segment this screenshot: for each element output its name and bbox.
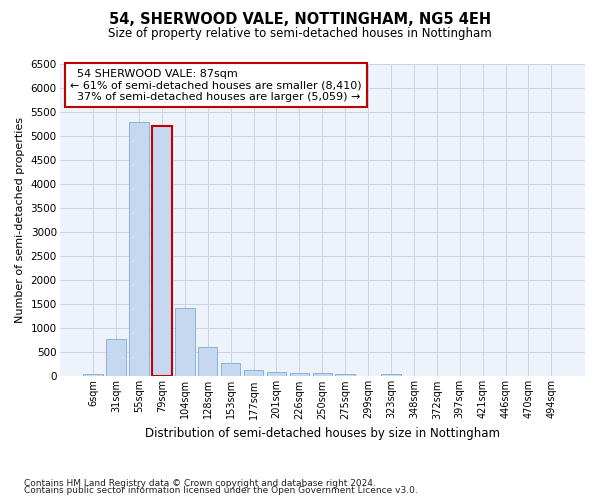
Text: Contains HM Land Registry data © Crown copyright and database right 2024.: Contains HM Land Registry data © Crown c…: [24, 478, 376, 488]
Bar: [267, 372, 286, 376]
Text: Size of property relative to semi-detached houses in Nottingham: Size of property relative to semi-detach…: [108, 28, 492, 40]
Bar: [290, 372, 309, 376]
Bar: [313, 373, 332, 376]
Text: Contains public sector information licensed under the Open Government Licence v3: Contains public sector information licen…: [24, 486, 418, 495]
Bar: [175, 308, 194, 376]
Text: 54 SHERWOOD VALE: 87sqm
← 61% of semi-detached houses are smaller (8,410)
  37% : 54 SHERWOOD VALE: 87sqm ← 61% of semi-de…: [70, 68, 362, 102]
Bar: [106, 339, 126, 376]
Bar: [381, 374, 401, 376]
Bar: [152, 126, 172, 376]
Bar: [83, 374, 103, 376]
Bar: [244, 370, 263, 376]
Bar: [221, 364, 241, 376]
Bar: [198, 346, 217, 376]
X-axis label: Distribution of semi-detached houses by size in Nottingham: Distribution of semi-detached houses by …: [145, 427, 500, 440]
Text: 54, SHERWOOD VALE, NOTTINGHAM, NG5 4EH: 54, SHERWOOD VALE, NOTTINGHAM, NG5 4EH: [109, 12, 491, 28]
Bar: [129, 122, 149, 376]
Y-axis label: Number of semi-detached properties: Number of semi-detached properties: [15, 117, 25, 323]
Bar: [335, 374, 355, 376]
